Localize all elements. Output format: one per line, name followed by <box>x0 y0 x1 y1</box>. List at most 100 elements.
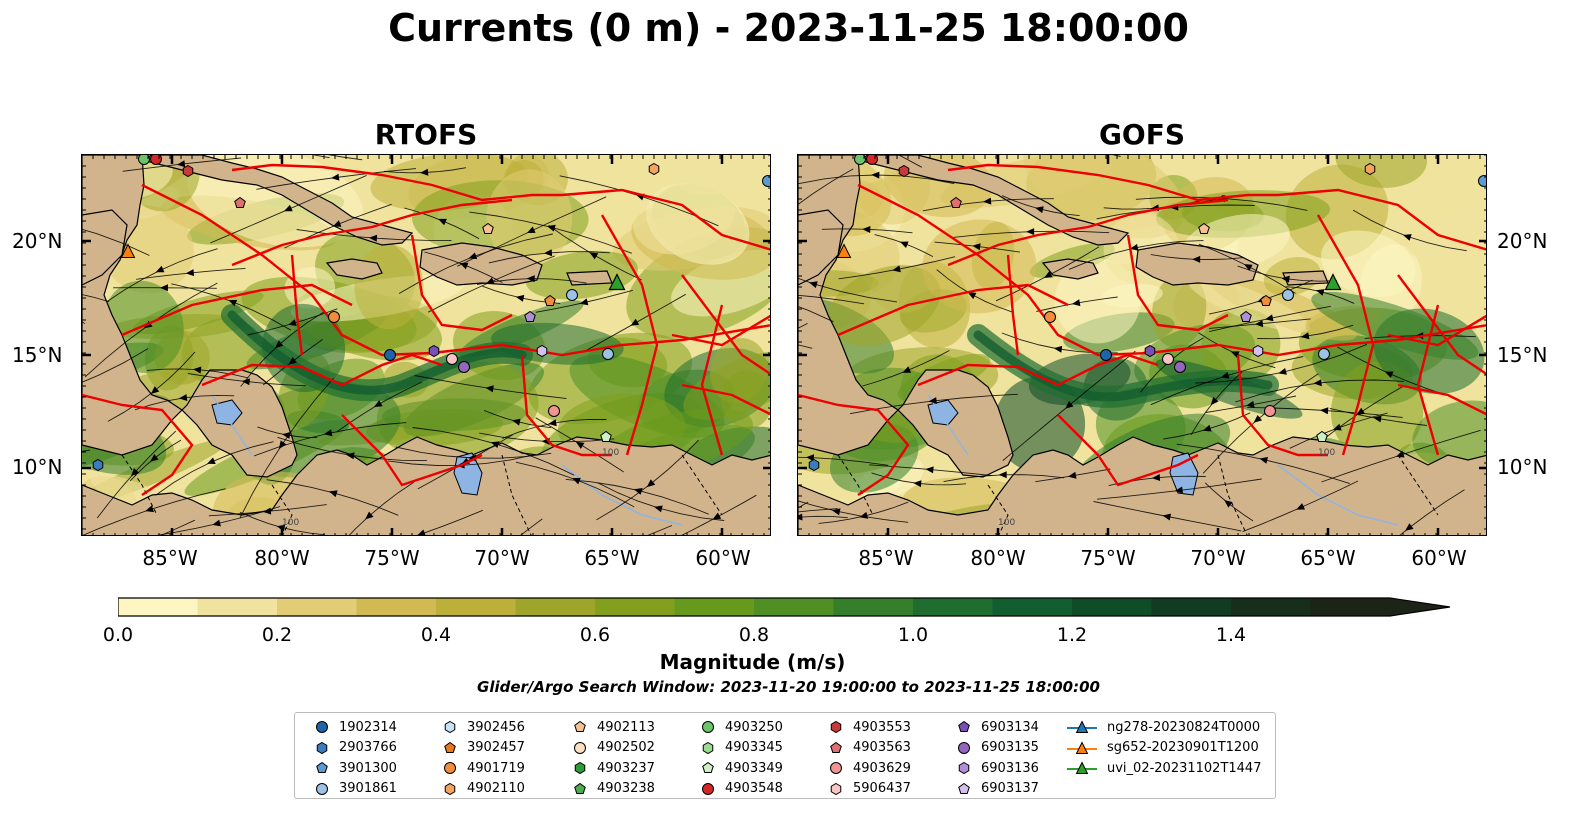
current-arrow <box>809 281 818 289</box>
current-streamline <box>798 508 838 513</box>
legend-item-label: 4903553 <box>853 719 911 735</box>
legend-argo-marker-icon <box>702 721 714 734</box>
land-polygon <box>1135 242 1259 286</box>
argo-float-marker <box>866 155 878 165</box>
argo-float-marker <box>648 162 660 176</box>
colorbar-tick-label: 1.4 <box>1215 624 1247 646</box>
current-arrow <box>1259 457 1268 464</box>
legend-item-label: 4901719 <box>467 760 525 776</box>
boundary-line <box>1416 304 1440 456</box>
current-arrow <box>831 508 841 516</box>
colorbar-bin <box>197 598 278 616</box>
legend-glider-marker-icon <box>1067 741 1097 754</box>
boundary-line <box>947 163 1278 202</box>
argo-float-marker <box>138 155 150 165</box>
isobath-label: 100 <box>282 518 299 528</box>
land-polygon <box>325 258 383 280</box>
current-arrow <box>1356 407 1365 416</box>
colorbar-bin <box>515 598 596 616</box>
current-arrow <box>526 275 535 283</box>
boundary-line <box>1126 234 1229 332</box>
lon-label-75w: 75°W <box>364 546 420 570</box>
argo-float-marker <box>1252 344 1264 358</box>
lon-label-60w: 60°W <box>695 546 751 570</box>
legend-item: 4903237 <box>565 758 655 779</box>
current-arrow <box>548 419 557 427</box>
legend-item: 4902502 <box>565 738 655 759</box>
colorbar-bin <box>118 598 199 616</box>
current-arrow <box>274 340 284 349</box>
current-arrow <box>485 277 495 284</box>
current-arrow <box>1320 407 1329 415</box>
argo-float-marker <box>234 196 246 208</box>
argo-float-marker <box>1162 353 1174 365</box>
legend-argo-marker-icon <box>444 762 456 775</box>
legend-column: ng278-20230824T0000 sg652-20230901T1200 uv… <box>1067 717 1261 779</box>
boundary-line <box>700 304 724 456</box>
current-arrow <box>1296 503 1305 510</box>
current-arrow <box>328 490 338 498</box>
current-arrow <box>283 204 293 212</box>
legend-argo-marker-icon <box>444 741 456 753</box>
legend-item-label: 4903237 <box>597 760 655 776</box>
legend-item-label: 4903238 <box>597 781 655 797</box>
argo-float-marker <box>328 311 340 323</box>
legend-item-label: 3901861 <box>339 781 397 797</box>
colorbar-bin <box>595 598 676 616</box>
legend-item-label: 6903135 <box>981 740 1039 756</box>
boundary-line <box>1236 354 1328 457</box>
colorbar-bin <box>833 598 914 616</box>
lake-polygon <box>1169 452 1199 496</box>
legend-item: 6903134 <box>949 717 1039 738</box>
legend-item: 6903135 <box>949 738 1039 759</box>
boundary-line <box>561 188 770 251</box>
colorbar-bin <box>356 598 437 616</box>
current-arrow <box>543 249 553 257</box>
argo-float-marker <box>482 222 494 234</box>
current-arrow <box>1220 371 1230 379</box>
current-magnitude-blob <box>632 177 736 255</box>
argo-float-marker <box>384 349 396 361</box>
colorbar-tick-label: 1.2 <box>1056 624 1088 646</box>
current-arrow <box>1384 371 1394 378</box>
current-arrow <box>515 294 525 302</box>
current-magnitude-blob <box>1321 230 1416 297</box>
argo-float-marker <box>854 155 866 165</box>
boundary-line <box>231 198 513 267</box>
legend-item: uvi_02-20231102T1447 <box>1067 758 1261 779</box>
current-magnitude-blob <box>1311 291 1479 360</box>
legend-item: 1902314 <box>307 717 397 738</box>
lon-label-85w: 85°W <box>858 546 914 570</box>
legend-argo-marker-icon <box>830 762 842 775</box>
current-magnitude-blob <box>721 370 770 429</box>
current-arrow <box>346 452 355 460</box>
argo-float-marker <box>1100 349 1112 361</box>
legend-item: 4903553 <box>821 717 911 738</box>
boundary-line <box>600 214 659 456</box>
argo-float-marker <box>808 458 820 472</box>
legend-item: 2903766 <box>307 738 397 759</box>
current-streamline <box>160 519 195 535</box>
legend-argo-marker-icon <box>316 782 328 795</box>
current-arrow <box>654 505 663 513</box>
legend-argo-marker-icon <box>830 782 842 795</box>
colorbar-tick-label: 0.6 <box>579 624 611 646</box>
land-polygon <box>82 209 128 286</box>
current-arrow <box>420 168 429 176</box>
boundary-line <box>1277 188 1486 251</box>
current-arrow <box>902 366 912 373</box>
boundary-line <box>917 353 1159 387</box>
colorbar-label: Magnitude (m/s) <box>659 650 846 674</box>
boundary-line <box>201 353 443 387</box>
current-arrow <box>913 480 922 488</box>
current-arrow <box>1300 332 1310 340</box>
current-arrow <box>575 441 585 449</box>
legend-column: 4903553 4903563 4903629 5906437 <box>821 717 911 799</box>
legend-argo-marker-icon <box>830 721 842 734</box>
colorbar-tick-label: 0.4 <box>420 624 452 646</box>
legend-item-label: 4902110 <box>467 781 525 797</box>
colorbar-tick-label: 1.0 <box>897 624 929 646</box>
current-arrow <box>1192 255 1201 263</box>
legend-item: 4903345 <box>693 738 783 759</box>
legend-item: 4902113 <box>565 717 655 738</box>
